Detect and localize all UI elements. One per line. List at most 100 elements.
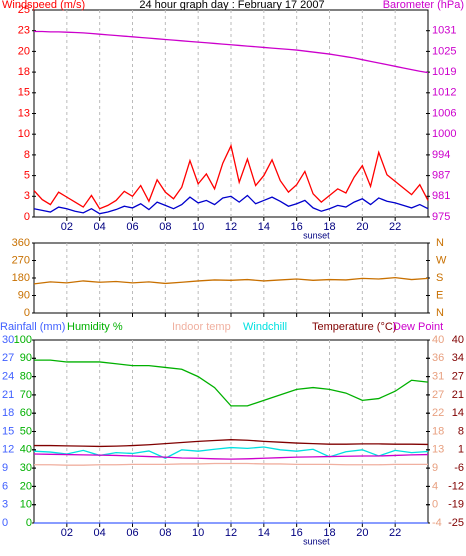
annotation: sunset xyxy=(303,230,330,240)
y-tick-label: 180 xyxy=(12,272,30,284)
y-tick-label: 34 xyxy=(452,352,464,364)
y-tick-label: 20 xyxy=(18,45,30,57)
legend-entry: Dew Point xyxy=(393,321,443,333)
y-tick-label: 36 xyxy=(432,352,444,364)
x-tick-label: 18 xyxy=(323,527,335,539)
x-tick-label: 14 xyxy=(258,221,270,233)
x-tick-label: 20 xyxy=(356,527,368,539)
y-tick-label: 18 xyxy=(432,425,444,437)
series-line xyxy=(33,194,429,215)
y-tick-label: 8 xyxy=(458,425,464,437)
y-tick-label: 1025 xyxy=(432,45,456,57)
chart-title: 24 hour graph day : February 17 2007 xyxy=(139,0,324,11)
axis-title: Windspeed (m/s) xyxy=(2,0,85,11)
y-tick-label: 3 xyxy=(24,190,30,202)
x-tick-label: 06 xyxy=(126,527,138,539)
axis-title: Barometer (hPa) xyxy=(383,0,464,11)
x-tick-label: 10 xyxy=(192,221,204,233)
series-line xyxy=(33,143,429,210)
legend-entry: Humidity % xyxy=(67,321,123,333)
x-tick-label: 12 xyxy=(225,527,237,539)
y-tick-label: 994 xyxy=(432,149,450,161)
legend-entry: Temperature (°C) xyxy=(312,321,396,333)
x-tick-label: 06 xyxy=(126,221,138,233)
annotation: sunset xyxy=(303,536,330,546)
y-tick-label: 90 xyxy=(20,352,32,364)
series-line xyxy=(34,30,429,74)
y-tick-label: 40 xyxy=(452,334,464,346)
y-tick-label: -12 xyxy=(448,480,464,492)
y-tick-label: 8 xyxy=(24,149,30,161)
series-line xyxy=(34,439,429,448)
y-tick-label: 1006 xyxy=(432,107,456,119)
y-tick-label: 9 xyxy=(432,462,438,474)
series-line xyxy=(34,359,429,407)
y-tick-label: N xyxy=(436,307,444,319)
y-tick-label: 22 xyxy=(432,407,444,419)
y-tick-label: 975 xyxy=(432,211,450,223)
y-tick-label: 15 xyxy=(18,87,30,99)
y-tick-label: 30 xyxy=(2,334,14,346)
y-tick-label: 0 xyxy=(26,517,32,529)
y-tick-label: 10 xyxy=(18,128,30,140)
y-tick-label: 25 xyxy=(18,4,30,16)
x-tick-label: 04 xyxy=(94,527,106,539)
y-tick-label: -6 xyxy=(454,462,464,474)
y-tick-label: 21 xyxy=(2,389,14,401)
y-tick-label: 6 xyxy=(2,480,8,492)
x-tick-label: 08 xyxy=(159,527,171,539)
y-tick-label: 3 xyxy=(2,499,8,511)
y-tick-label: 360 xyxy=(12,237,30,249)
y-tick-label: 15 xyxy=(2,425,14,437)
y-tick-label: 5 xyxy=(24,170,30,182)
y-tick-label: 27 xyxy=(452,371,464,383)
x-tick-label: 16 xyxy=(291,221,303,233)
y-tick-label: 31 xyxy=(432,371,444,383)
y-tick-label: 40 xyxy=(432,334,444,346)
y-tick-label: 50 xyxy=(20,425,32,437)
y-tick-label: -25 xyxy=(448,517,464,529)
y-tick-label: 100 xyxy=(14,334,32,346)
x-tick-label: 14 xyxy=(258,527,270,539)
y-tick-label: 27 xyxy=(2,352,14,364)
legend-entry: Indoor temp xyxy=(172,321,231,333)
y-tick-label: 70 xyxy=(20,389,32,401)
y-tick-label: N xyxy=(436,237,444,249)
series-line xyxy=(34,462,428,466)
y-tick-label: -19 xyxy=(448,499,464,511)
y-tick-label: 12 xyxy=(2,444,14,456)
y-tick-label: 1 xyxy=(458,444,464,456)
x-tick-label: 10 xyxy=(192,527,204,539)
series-line xyxy=(33,453,429,460)
y-tick-label: 0 xyxy=(2,517,8,529)
y-tick-label: 13 xyxy=(432,444,444,456)
x-tick-label: 02 xyxy=(61,527,73,539)
y-tick-label: 4 xyxy=(432,480,438,492)
y-tick-label: 27 xyxy=(432,389,444,401)
y-tick-label: 80 xyxy=(20,371,32,383)
y-tick-label: 981 xyxy=(432,190,450,202)
y-tick-label: 18 xyxy=(18,66,30,78)
y-tick-label: 9 xyxy=(2,462,8,474)
y-tick-label: 24 xyxy=(2,371,14,383)
y-tick-label: 23 xyxy=(18,25,30,37)
y-tick-label: 0 xyxy=(24,211,30,223)
y-tick-label: 270 xyxy=(12,254,30,266)
y-tick-label: 60 xyxy=(20,407,32,419)
x-tick-label: 22 xyxy=(389,221,401,233)
y-tick-label: W xyxy=(436,254,447,266)
y-tick-label: 1031 xyxy=(432,25,456,37)
y-tick-label: 0 xyxy=(432,499,438,511)
y-tick-label: 21 xyxy=(452,389,464,401)
x-tick-label: 12 xyxy=(225,221,237,233)
y-tick-label: 40 xyxy=(20,444,32,456)
x-tick-label: 20 xyxy=(356,221,368,233)
y-tick-label: 18 xyxy=(2,407,14,419)
y-tick-label: S xyxy=(436,272,443,284)
legend-entry: Rainfall (mm) xyxy=(0,321,65,333)
x-tick-label: 18 xyxy=(323,221,335,233)
x-tick-label: 04 xyxy=(94,221,106,233)
x-tick-label: 16 xyxy=(291,527,303,539)
